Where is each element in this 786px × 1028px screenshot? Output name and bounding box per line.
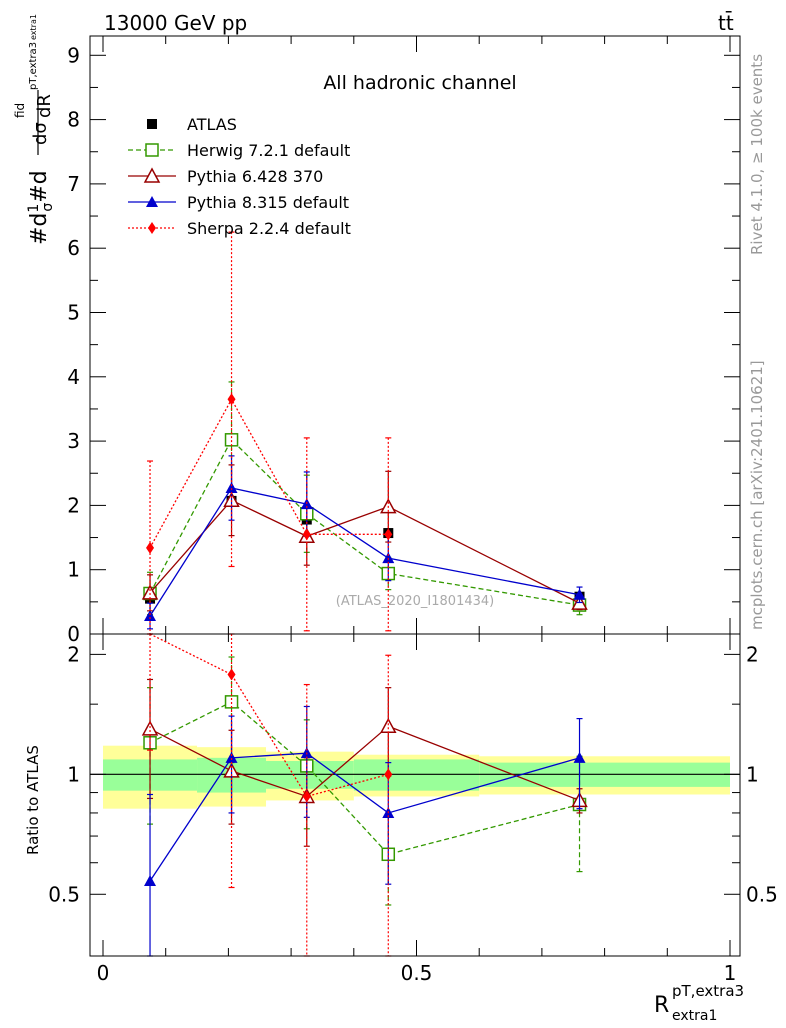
legend-marker	[147, 119, 157, 129]
y-label-prefix: #d1σ#d	[26, 170, 56, 245]
herwig-7-2-1-default-point	[224, 433, 239, 447]
pythia-8-315-default-point	[573, 588, 586, 600]
y-tick-label: 8	[67, 108, 80, 132]
y-tick-label: 1	[67, 558, 80, 582]
ratio-tick-label-left: 0.5	[48, 882, 80, 906]
herwig-7-2-1-default-line	[149, 438, 580, 606]
inner-band	[353, 759, 480, 791]
y-tick-label: 9	[67, 43, 80, 67]
mcplots-label: mcplots.cern.ch [arXiv:2401.10621]	[748, 360, 766, 630]
y-label-dR: dR	[34, 94, 55, 118]
sherpa-2-2-4-default-ratio-point	[384, 768, 393, 781]
pythia-8-315-default-ratio-point	[573, 751, 586, 763]
sherpa-2-2-4-default-point	[146, 541, 155, 554]
sherpa-2-2-4-default-line	[149, 397, 389, 549]
x-label-main: R	[654, 993, 669, 1018]
sherpa-2-2-4-default-point	[384, 528, 393, 541]
ratio-tick-label-right: 1	[746, 762, 759, 786]
process-label: tt̄	[718, 10, 734, 35]
x-tick-label: 1	[724, 961, 737, 985]
legend-marker	[143, 167, 161, 183]
y-label-sub: pT,extra3	[28, 42, 39, 90]
legend-marker	[146, 196, 158, 207]
pythia-8-315-default-ratio-point	[144, 874, 157, 886]
rivet-version-label: Rivet 4.1.0, ≥ 100k events	[748, 54, 766, 255]
y-label-fid: fid	[13, 103, 27, 118]
y-tick-label: 0	[67, 622, 80, 646]
pythia-8-315-default-point	[382, 552, 395, 564]
sherpa-2-2-4-default-ratio-point	[302, 790, 311, 803]
herwig-7-2-1-default-ratio-line	[149, 701, 580, 856]
analysis-watermark: (ATLAS_2020_I1801434)	[336, 594, 494, 609]
ratio-series	[141, 633, 588, 957]
y-tick-label: 7	[67, 172, 80, 196]
ratio-panel-frame	[89, 633, 741, 957]
y-tick-label: 6	[67, 236, 80, 260]
legend-entry-label: Sherpa 2.2.4 default	[187, 219, 351, 238]
energy-label: 13000 GeV pp	[104, 11, 247, 35]
sherpa-2-2-4-default-ratio-line	[149, 633, 389, 798]
pythia-8-315-default-ratio-point	[225, 751, 238, 763]
ratio-tick-label-left: 2	[67, 642, 80, 666]
main-series	[141, 231, 588, 635]
legend-marker	[145, 143, 159, 157]
ratio-tick-label-right: 2	[746, 642, 759, 666]
uncertainty-bands	[90, 745, 740, 809]
legend-entry-label: Herwig 7.2.1 default	[187, 141, 350, 160]
x-tick-label: 0	[97, 961, 110, 985]
y-tick-label: 4	[67, 365, 80, 389]
y-tick-label: 2	[67, 493, 80, 517]
legend-marker	[148, 222, 156, 234]
main-y-label: #d1σ#d dσ fid dR pT,extra3 extra1	[13, 14, 56, 245]
x-label-sub: extra1	[672, 1008, 717, 1024]
y-tick-label: 3	[67, 429, 80, 453]
pythia-8-315-default-point	[144, 609, 157, 621]
y-label-dsigma: dσ	[30, 122, 51, 145]
y-tick-label: 5	[67, 300, 80, 324]
legend-entry-label: Pythia 8.315 default	[187, 193, 349, 212]
x-tick-label: 0.5	[401, 961, 433, 985]
sherpa-2-2-4-default-ratio-point	[227, 668, 236, 681]
ratio-tick-label-right: 0.5	[746, 882, 778, 906]
legend-entry-label: ATLAS	[187, 115, 237, 134]
chart-title: All hadronic channel	[323, 72, 516, 94]
x-axis-label: R pT,extra3 extra1	[654, 982, 744, 1024]
legend: ATLAS Herwig 7.2.1 default Pythia 6.428 37…	[128, 115, 351, 238]
sherpa-2-2-4-default-point	[227, 393, 236, 406]
legend-entry-label: Pythia 6.428 370	[187, 167, 323, 186]
pythia-8-315-default-point	[225, 482, 238, 494]
y-label-subsub: extra1	[29, 14, 38, 40]
sherpa-2-2-4-default-point	[302, 528, 311, 541]
ratio-y-label: Ratio to ATLAS	[24, 745, 42, 855]
x-label-sup: pT,extra3	[672, 982, 744, 1000]
ratio-tick-label-left: 1	[67, 762, 80, 786]
